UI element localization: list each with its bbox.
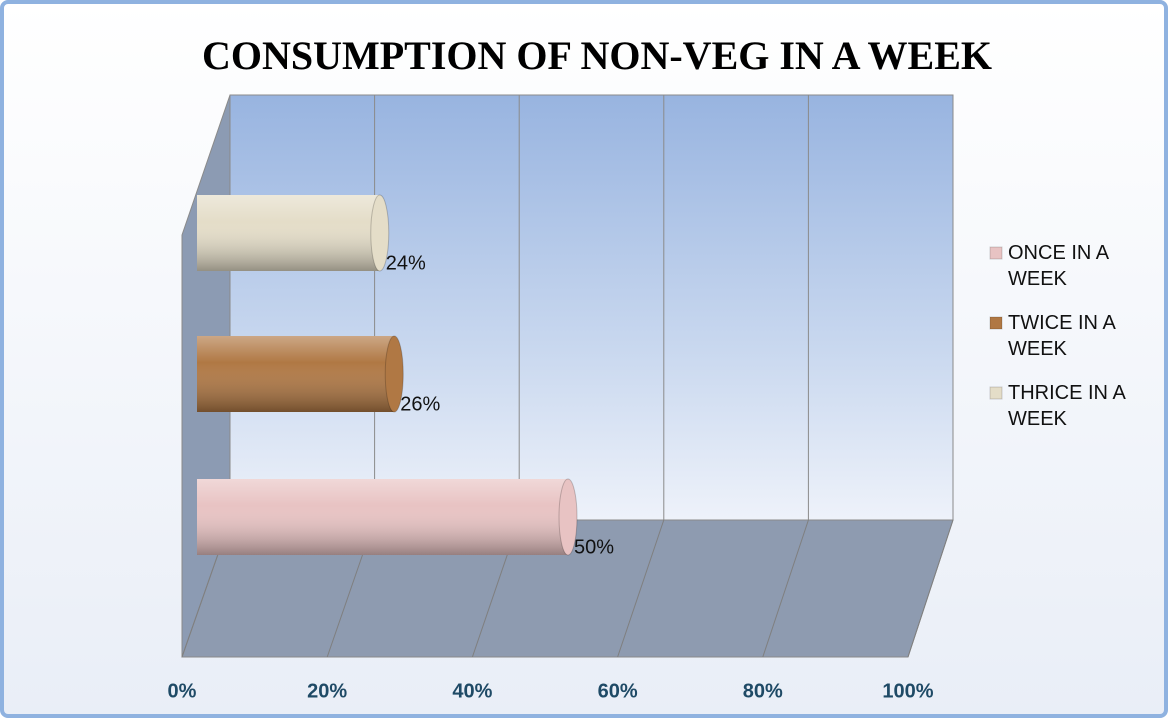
bar-shade <box>197 479 568 555</box>
legend-swatch <box>989 386 1003 400</box>
bar-shade <box>197 195 380 271</box>
floor-grid-line <box>617 519 665 658</box>
legend-label: TWICE IN A WEEK <box>1008 312 1115 360</box>
floor-grid-line <box>907 519 954 658</box>
bar-cap <box>384 335 404 413</box>
value-label: 26% <box>400 393 440 415</box>
legend-entry: THRICE IN A WEEK <box>1008 382 1125 430</box>
legend-label: ONCE IN A WEEK <box>1008 242 1109 290</box>
bar-shade <box>197 336 395 412</box>
bar-cap <box>558 478 578 556</box>
x-tick-label: 80% <box>743 680 783 702</box>
legend-entry: TWICE IN A WEEK <box>1008 312 1115 360</box>
x-tick-label: 40% <box>452 680 492 702</box>
x-tick-label: 20% <box>307 680 347 702</box>
legend-entry: ONCE IN A WEEK <box>1008 242 1109 290</box>
value-label: 50% <box>574 536 614 558</box>
floor-grid-line <box>762 519 809 658</box>
x-tick-label: 60% <box>598 680 638 702</box>
legend-label: THRICE IN A WEEK <box>1008 382 1125 430</box>
back-wall <box>229 94 954 521</box>
legend-swatch <box>989 246 1003 260</box>
chart-title: CONSUMPTION OF NON-VEG IN A WEEK <box>202 33 992 78</box>
bar-cap <box>370 194 390 272</box>
x-tick-label: 0% <box>168 680 197 702</box>
legend-swatch <box>989 316 1003 330</box>
x-tick-label: 100% <box>882 680 933 702</box>
value-label: 24% <box>386 252 426 274</box>
